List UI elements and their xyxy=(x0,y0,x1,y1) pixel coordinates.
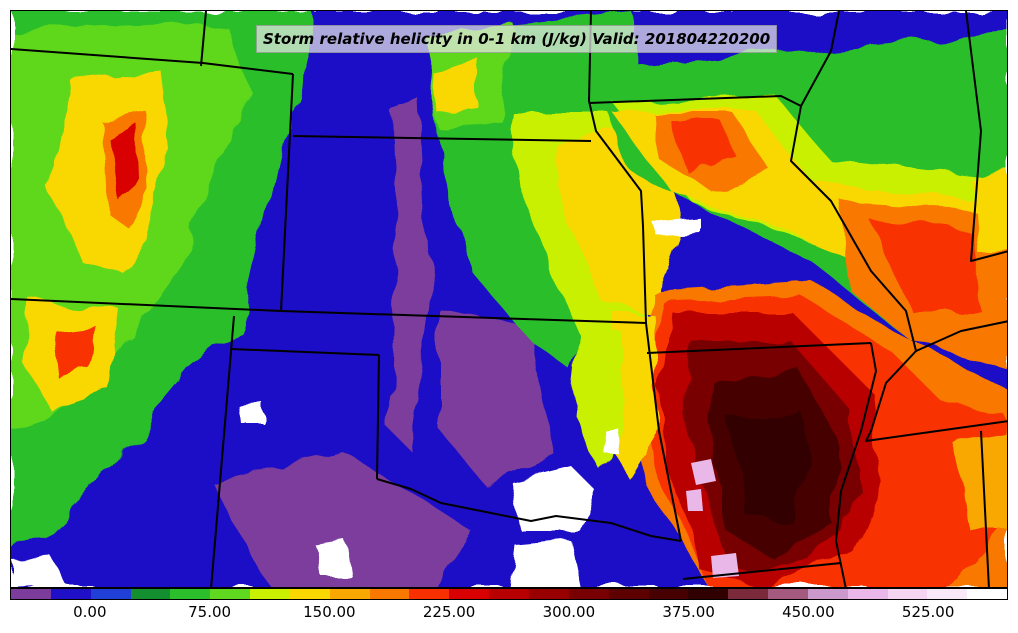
colorbar-tick-label: 525.00 xyxy=(901,603,955,621)
colorbar-segment xyxy=(807,589,848,599)
field-white-tx2 xyxy=(511,541,581,587)
colorbar-segment xyxy=(568,589,609,599)
colorbar-segment xyxy=(329,589,370,599)
boundary-ms-al xyxy=(980,430,990,587)
boundary-co-east xyxy=(280,310,647,324)
field-north-yellow xyxy=(431,61,481,116)
boundary-mt-west xyxy=(200,11,207,67)
colorbar-segment xyxy=(250,589,290,599)
boundary-ne-north xyxy=(292,135,592,142)
colorbar-segment xyxy=(11,589,51,599)
colorbar-segment xyxy=(130,589,171,599)
field-pink-ar xyxy=(691,459,716,485)
field-purple-c xyxy=(391,101,431,451)
boundary-wy-east xyxy=(280,73,294,312)
boundary-wy-top xyxy=(11,48,294,75)
colorbar-segment xyxy=(608,589,649,599)
boundary-tx-north xyxy=(376,478,682,542)
field-purple-sw xyxy=(211,451,471,587)
colorbar-segment xyxy=(170,589,211,599)
colorbar-segment xyxy=(90,589,131,599)
field-ne-red xyxy=(671,121,741,176)
boundary-nm-east xyxy=(376,354,380,480)
colorbar-segment xyxy=(528,589,569,599)
field-se-orange-east xyxy=(951,431,1007,531)
boundary-ar-east xyxy=(835,342,877,587)
colorbar-segment xyxy=(289,589,330,599)
colorbar-tick-label: 375.00 xyxy=(662,603,715,621)
colorbar-tick-label: 300.00 xyxy=(542,603,596,621)
colorbar xyxy=(10,588,1008,600)
map-panel: Storm relative helicity in 0-1 km (J/kg)… xyxy=(10,10,1008,588)
colorbar-segment xyxy=(847,589,888,599)
map-title: Storm relative helicity in 0-1 km (J/kg)… xyxy=(256,25,778,53)
boundary-mississippi xyxy=(790,105,1007,442)
field-white-nm2 xyxy=(239,403,263,423)
colorbar-segment xyxy=(489,589,529,599)
field-pink-ar3 xyxy=(686,489,703,511)
field-layer xyxy=(11,11,1007,587)
colorbar-segment xyxy=(449,589,490,599)
field-se-core2 xyxy=(731,411,816,521)
field-far-ne-yellow xyxy=(971,171,1007,251)
colorbar-segment xyxy=(967,589,1008,599)
boundary-ut-co xyxy=(210,315,235,587)
boundary-ok-east xyxy=(645,322,682,542)
field-purple-c2 xyxy=(441,311,551,481)
white-high-values xyxy=(11,216,701,587)
field-white-tx xyxy=(511,466,596,531)
colorbar-segment xyxy=(688,589,729,599)
boundary-ky xyxy=(915,320,1007,352)
colorbar-segment xyxy=(648,589,689,599)
colorbar-tick-label: 450.00 xyxy=(782,603,835,621)
field-west-red2 xyxy=(56,326,96,381)
boundary-co-north xyxy=(11,298,282,312)
colorbar-tick-label: 225.00 xyxy=(422,603,476,621)
colorbar-tick-labels: 0.00 75.00 150.00 225.00 300.00 375.00 450.00 5… xyxy=(10,603,1008,625)
colorbar-tick-label: 150.00 xyxy=(303,603,356,621)
helicity-field-map xyxy=(11,11,1007,587)
colorbar-segment xyxy=(50,589,91,599)
field-pink-ar2 xyxy=(711,553,739,578)
field-e-red xyxy=(871,221,981,311)
boundary-il-east xyxy=(800,11,840,107)
boundary-in xyxy=(965,11,1007,262)
field-white-ok xyxy=(606,429,621,456)
pink-high-values xyxy=(686,459,739,578)
boundary-nm-north xyxy=(230,348,380,356)
field-west-red xyxy=(111,126,141,201)
colorbar-segment xyxy=(887,589,928,599)
colorbar-segment xyxy=(369,589,410,599)
colorbar-tick-label: 75.00 xyxy=(188,603,232,621)
field-white-nm xyxy=(316,541,351,576)
boundary-la-north xyxy=(682,562,842,580)
state-boundaries xyxy=(11,11,1007,587)
boundary-mo-west xyxy=(588,11,647,324)
colorbar-segment xyxy=(728,589,769,599)
field-white-ks xyxy=(651,216,701,235)
field-white-sw xyxy=(11,556,66,587)
boundary-ia-south xyxy=(588,95,802,107)
boundary-mo-south xyxy=(646,342,872,354)
colorbar-tick-label: 0.00 xyxy=(73,603,107,621)
colorbar-segment xyxy=(927,589,968,599)
colorbar-segment xyxy=(409,589,450,599)
colorbar-segment xyxy=(768,589,808,599)
colorbar-segment xyxy=(210,589,251,599)
